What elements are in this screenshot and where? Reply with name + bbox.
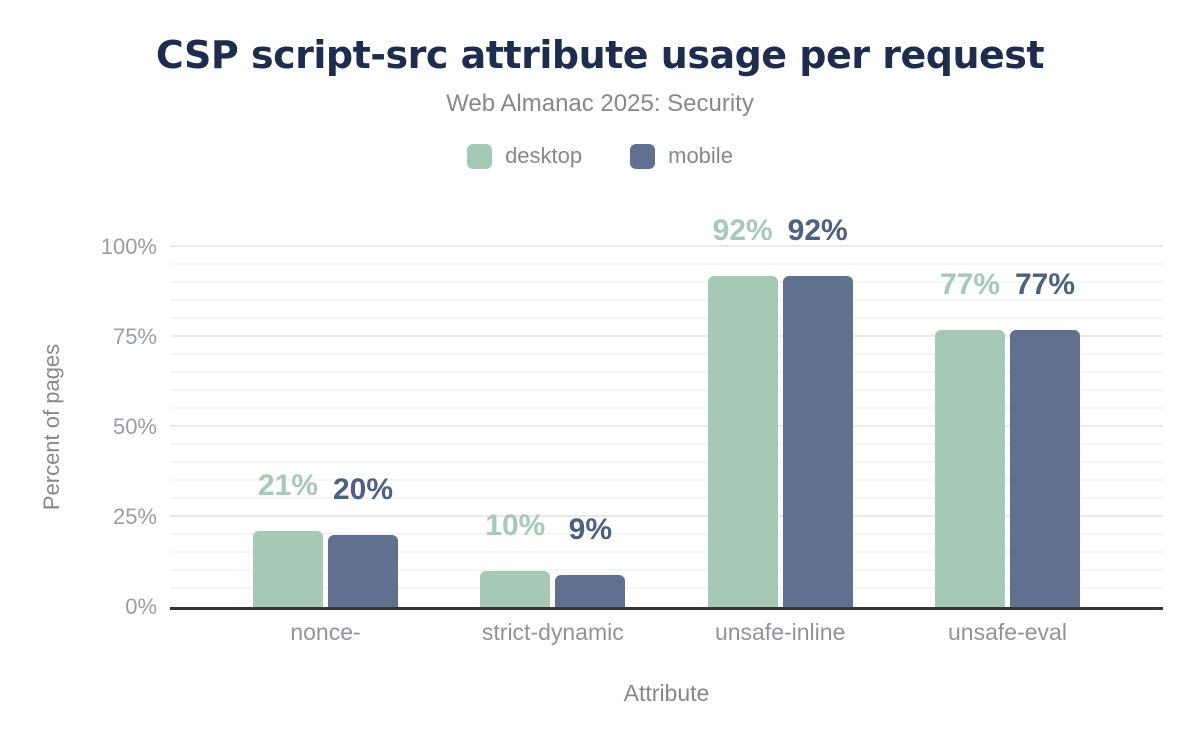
legend: desktop mobile (0, 143, 1200, 169)
bar-mobile-strict-dynamic (555, 574, 626, 607)
x-tick-label-unsafe-eval: unsafe-eval (948, 619, 1067, 645)
chart-subtitle: Web Almanac 2025: Security (446, 90, 754, 117)
bar-mobile-nonce- (328, 535, 398, 607)
bar-slot: 77% (934, 269, 1005, 607)
gridline (170, 407, 1163, 409)
gridline (170, 389, 1163, 391)
gridline (170, 479, 1163, 481)
y-axis-title: Percent of pages (39, 343, 64, 511)
bar-value-label-desktop: 21% (257, 469, 319, 503)
bar-value-label-mobile: 77% (1014, 267, 1076, 301)
gridline (170, 335, 1163, 337)
bar-slot: 92% (707, 215, 778, 607)
bar-group-unsafe-eval: 77% 77% (934, 269, 1080, 607)
bar-slot: 20% (328, 475, 398, 607)
legend-item-mobile[interactable]: mobile (630, 143, 733, 169)
bar-desktop-unsafe-inline (707, 275, 778, 607)
legend-label-desktop: desktop (505, 143, 583, 168)
gridline (170, 587, 1163, 589)
gridline (170, 569, 1163, 571)
chart-header: CSP script-src attribute usage per reque… (0, 33, 1200, 169)
legend-swatch-mobile (630, 143, 656, 169)
bar-value-label-mobile: 92% (787, 213, 848, 247)
bar-slot: 92% (782, 215, 853, 607)
gridline (170, 425, 1163, 427)
gridline (170, 263, 1163, 265)
legend-label-mobile: mobile (668, 143, 733, 168)
gridline (170, 515, 1163, 517)
bar-value-label-desktop: 10% (485, 509, 546, 542)
gridline (170, 497, 1163, 499)
bar-slot: 10% (480, 511, 551, 607)
bar-group-nonce-: 21% 20% (253, 471, 398, 607)
gridline (170, 443, 1163, 445)
gridline (170, 317, 1163, 319)
legend-item-desktop[interactable]: desktop (467, 143, 582, 169)
y-tick-label: 50% (112, 414, 157, 439)
gridline (170, 353, 1163, 355)
x-tick-label-strict-dynamic: strict-dynamic (481, 619, 624, 645)
bar-mobile-unsafe-inline (782, 275, 853, 607)
y-tick-label: 75% (112, 324, 157, 349)
bar-desktop-unsafe-eval (934, 329, 1005, 607)
y-tick-label: 25% (112, 504, 157, 529)
gridline (170, 371, 1163, 373)
bar-slot: 9% (555, 514, 626, 607)
bar-value-label-mobile: 20% (332, 473, 394, 506)
bar-value-label-desktop: 92% (712, 213, 773, 247)
gridline (170, 461, 1163, 463)
bar-mobile-unsafe-eval (1009, 329, 1080, 607)
plot-area: 21% 20% 10% 9% 92% 92% 77% 77% 0% 25% 50% 75% 100% (101, 215, 1163, 618)
x-tick-row: nonce-strict-dynamic unsafe-inline unsafe-… (170, 619, 1163, 646)
bar-value-label-desktop: 77% (939, 267, 1001, 301)
gridline (170, 299, 1163, 301)
bar-desktop-strict-dynamic (480, 571, 551, 607)
bar-groups: 21% 20% 10% 9% 92% 92% 77% 77% (170, 215, 1163, 607)
y-tick-label: 100% (100, 234, 157, 259)
gridline (170, 533, 1163, 535)
gridline (170, 551, 1163, 553)
bar-group-unsafe-inline: 92% 92% (707, 215, 853, 607)
x-tick-label-nonce-: nonce- (290, 619, 361, 645)
y-tick-label: 0% (125, 594, 157, 619)
bar-value-label-mobile: 9% (568, 512, 613, 546)
gridline (170, 281, 1163, 283)
bar-group-strict-dynamic: 10% 9% (480, 511, 626, 607)
x-tick-label-unsafe-inline: unsafe-inline (714, 619, 846, 645)
chart-title: CSP script-src attribute usage per reque… (155, 33, 1045, 77)
bar-slot: 77% (1009, 269, 1080, 607)
gridline (170, 245, 1163, 247)
bar-desktop-nonce- (253, 531, 323, 607)
legend-swatch-desktop (467, 143, 493, 169)
bar-slot: 21% (253, 471, 323, 607)
x-axis-title: Attribute (623, 680, 710, 706)
